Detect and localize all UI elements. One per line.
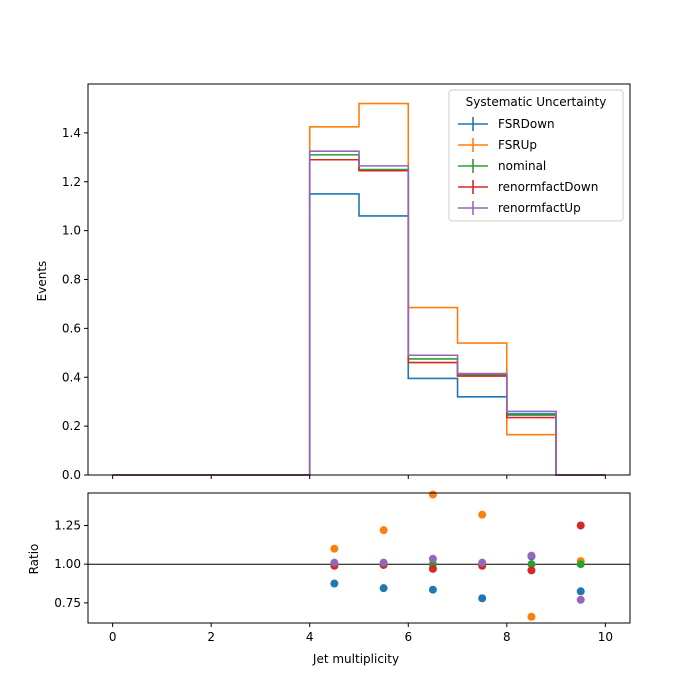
ratio-x-tick-label: 0: [109, 630, 117, 644]
main-y-tick-label: 0.2: [62, 419, 81, 433]
main-y-tick-label: 1.4: [62, 126, 81, 140]
ratio-point-FSRUp: [527, 612, 536, 621]
ratio-point-renormfactUp: [379, 558, 388, 567]
main-y-tick-label: 0.4: [62, 370, 81, 384]
ratio-x-tick-label: 8: [503, 630, 511, 644]
main-plot-panel: 0.0 0.2 0.4 0.6 0.8 1.0 1.2 1.4 Events Systemat…: [35, 83, 631, 482]
main-y-axis-label: Events: [35, 261, 49, 302]
ratio-x-tick-label: 10: [598, 630, 613, 644]
ratio-y-tick-label: 1.25: [54, 519, 81, 533]
ratio-point-nominal: [527, 560, 536, 569]
ratio-points: [330, 490, 585, 621]
legend-entry-nominal: nominal: [458, 159, 546, 173]
legend-entry-renormfactDown: renormfactDown: [458, 180, 598, 194]
ratio-y-tick-label: 1.00: [54, 557, 81, 571]
ratio-point-renormfactDown: [576, 521, 585, 530]
legend-label: FSRDown: [498, 117, 555, 131]
ratio-x-tick-label: 2: [207, 630, 215, 644]
legend-label: renormfactDown: [498, 180, 598, 194]
ratio-y-axis-label: Ratio: [27, 544, 41, 575]
ratio-point-FSRUp: [478, 510, 487, 519]
ratio-plot-frame: [87, 492, 631, 624]
legend-label: FSRUp: [498, 138, 537, 152]
legend-title: Systematic Uncertainty: [466, 95, 607, 109]
ratio-point-FSRDown: [379, 584, 388, 593]
ratio-point-FSRDown: [576, 587, 585, 596]
ratio-x-tick-label: 4: [306, 630, 314, 644]
x-axis-label: Jet multiplicity: [312, 652, 399, 666]
main-y-tick-label: 0.8: [62, 273, 81, 287]
main-y-tick-label: 1.2: [62, 175, 81, 189]
ratio-point-nominal: [576, 560, 585, 569]
ratio-point-renormfactDown: [527, 566, 536, 575]
ratio-x-ticks: 0 2 4 6 8 10: [109, 623, 613, 644]
main-y-ticks: 0.0 0.2 0.4 0.6 0.8 1.0 1.2 1.4: [62, 126, 88, 482]
legend-entry-renormfactUp: renormfactUp: [458, 201, 581, 215]
legend-label: nominal: [498, 159, 546, 173]
ratio-y-ticks: 0.75 1.00 1.25: [54, 519, 88, 610]
legend-frame: [448, 89, 624, 222]
ratio-point-renormfactUp: [576, 595, 585, 604]
legend-entry-FSRDown: FSRDown: [458, 117, 555, 131]
ratio-point-renormfactUp: [478, 558, 487, 567]
ratio-point-FSRDown: [330, 579, 339, 588]
ratio-series-renormfactUp: [330, 551, 585, 604]
main-y-tick-label: 0.0: [62, 468, 81, 482]
legend-entry-FSRUp: FSRUp: [458, 138, 537, 152]
ratio-point-renormfactUp: [428, 554, 437, 563]
main-y-tick-label: 0.6: [62, 321, 81, 335]
ratio-point-FSRDown: [478, 594, 487, 603]
main-y-tick-label: 1.0: [62, 224, 81, 238]
ratio-point-renormfactUp: [330, 558, 339, 567]
ratio-point-FSRUp: [330, 544, 339, 553]
ratio-point-renormfactDown: [428, 564, 437, 573]
legend-label: renormfactUp: [498, 201, 581, 215]
ratio-plot-panel: 0 2 4 6 8 10 0.75 1.00 1.25 Ratio Jet multiplic…: [27, 490, 631, 666]
ratio-y-tick-label: 0.75: [54, 596, 81, 610]
ratio-point-renormfactUp: [527, 551, 536, 560]
ratio-point-FSRUp: [428, 490, 437, 499]
ratio-point-FSRDown: [428, 585, 437, 594]
ratio-point-FSRUp: [379, 526, 388, 535]
main-x-ticks: [112, 475, 606, 479]
legend-entries: FSRDown FSRUp nominal renormfactDown renormf…: [458, 117, 598, 215]
legend: Systematic Uncertainty FSRDown FSRUp nomin…: [448, 89, 624, 222]
ratio-x-tick-label: 6: [404, 630, 412, 644]
